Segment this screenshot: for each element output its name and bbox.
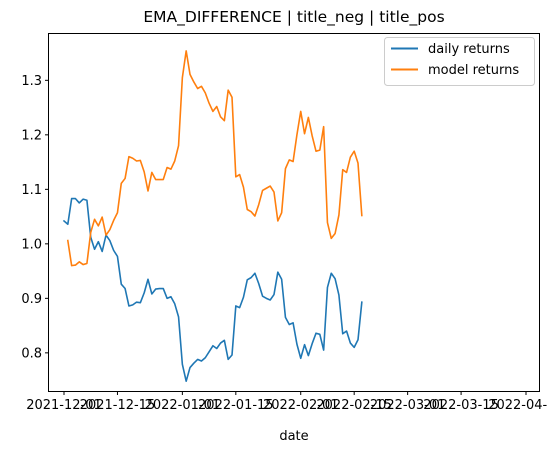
x-tick-label: 2022-01-01 <box>145 398 221 413</box>
series-layer <box>62 50 363 382</box>
x-axis-title: date <box>279 429 308 444</box>
y-tick-label: 0.9 <box>21 292 42 307</box>
x-tick-label: 2021-12-01 <box>26 398 102 413</box>
legend: daily returns model returns <box>384 37 535 86</box>
x-axis: 2021-12-012021-12-152022-01-012022-01-15… <box>26 391 547 413</box>
chart-title: EMA_DIFFERENCE | title_neg | title_pos <box>143 8 444 27</box>
x-tick-label: 2022-04-01 <box>488 398 547 413</box>
x-tick-label: 2022-02-01 <box>263 398 339 413</box>
series-line-model-returns <box>66 50 363 267</box>
legend-box <box>384 37 535 86</box>
y-tick-label: 1.2 <box>21 128 42 143</box>
y-tick-label: 0.8 <box>21 346 42 361</box>
x-tick-label: 2022-01-15 <box>198 398 274 413</box>
y-tick-label: 1.1 <box>21 183 42 198</box>
y-tick-label: 1.0 <box>21 237 42 252</box>
x-tick-label: 2021-12-15 <box>80 398 156 413</box>
x-tick-label: 2022-03-15 <box>423 398 499 413</box>
y-tick-label: 1.3 <box>21 74 42 89</box>
legend-label-daily-returns: daily returns <box>428 42 510 57</box>
plot-frame <box>48 33 540 392</box>
x-tick-label: 2022-03-01 <box>370 398 446 413</box>
series-line-daily-returns <box>62 197 363 382</box>
y-axis: 0.8 0.9 1.0 1.1 1.2 1.3 <box>21 74 49 361</box>
x-tick-label: 2022-02-15 <box>316 398 392 413</box>
legend-label-model-returns: model returns <box>428 63 519 78</box>
